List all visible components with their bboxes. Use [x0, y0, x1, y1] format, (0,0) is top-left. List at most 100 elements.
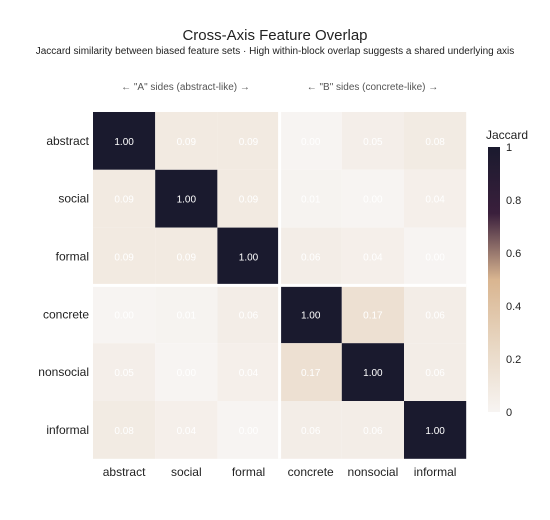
heatmap-cell	[93, 227, 156, 286]
heatmap-cell	[93, 343, 156, 401]
cell-value-label: 0.06	[239, 310, 259, 321]
cell-value-label: 0.04	[239, 368, 259, 379]
cell-value-label: 1.00	[363, 368, 383, 379]
heatmap-cell	[341, 401, 404, 459]
column-label: abstract	[103, 465, 146, 479]
cell-value-label: 0.09	[177, 137, 197, 148]
row-labels: abstract social formal concrete nonsocial inf…	[38, 134, 89, 437]
cell-value-label: 0.06	[301, 426, 321, 437]
colorbar-title: Jaccard	[486, 128, 528, 142]
heatmap-cell	[279, 227, 342, 286]
column-label: informal	[414, 465, 457, 479]
heatmap-cell	[404, 285, 467, 344]
cell-value-label: 0.04	[425, 195, 445, 206]
cell-value-label: 1.00	[425, 426, 445, 437]
heatmap-cell	[404, 401, 467, 459]
heatmap-cell	[341, 285, 404, 344]
heatmap-cell	[217, 112, 280, 170]
colorbar: Jaccard 0 0.2 0.4 0.6 0.8 1	[486, 128, 528, 419]
cell-value-label: 1.00	[177, 195, 197, 206]
cell-value-label: 0.09	[114, 253, 134, 264]
block-separators	[93, 112, 467, 459]
heatmap-cell	[217, 343, 280, 401]
colorbar-tick-label: 0.2	[506, 354, 521, 366]
row-label: concrete	[43, 307, 89, 321]
cell-value-label: 0.08	[425, 137, 445, 148]
cell-value-label: 0.05	[363, 137, 383, 148]
heatmap-cell	[279, 169, 342, 228]
group-label-a: ← "A" sides (abstract-like) →	[121, 82, 250, 93]
heatmap-cell	[279, 112, 342, 170]
row-label: abstract	[46, 134, 89, 148]
heatmap-cell	[155, 401, 218, 459]
heatmap-cell	[404, 112, 467, 170]
cell-value-label: 0.00	[177, 368, 197, 379]
colorbar-tick-label: 1	[506, 142, 512, 154]
heatmap-cell	[93, 169, 156, 228]
cell-value-label: 0.05	[114, 368, 134, 379]
cell-value-label: 0.09	[114, 195, 134, 206]
column-labels: abstract social formal concrete nonsocial inf…	[103, 465, 457, 479]
cell-value-label: 0.09	[239, 137, 259, 148]
cell-value-label: 0.09	[239, 195, 259, 206]
cell-value-label: 0.01	[177, 310, 197, 321]
cell-value-label: 1.00	[114, 137, 134, 148]
colorbar-tick-label: 0.6	[506, 248, 521, 260]
colorbar-tick-label: 0	[506, 407, 512, 419]
heatmap-cell	[93, 401, 156, 459]
row-label: informal	[46, 423, 89, 437]
heatmap-cell	[404, 227, 467, 286]
cell-value-label: 0.00	[301, 137, 321, 148]
heatmap-cell	[279, 343, 342, 401]
row-label: nonsocial	[38, 365, 89, 379]
cell-value-label: 0.17	[301, 368, 321, 379]
heatmap-cell	[341, 343, 404, 401]
heatmap-cell	[217, 401, 280, 459]
column-label: nonsocial	[348, 465, 399, 479]
chart-subtitle: Jaccard similarity between biased featur…	[35, 46, 515, 57]
heatmap-cell	[404, 343, 467, 401]
heatmap-cell	[155, 169, 218, 228]
cell-value-label: 0.06	[425, 368, 445, 379]
column-label: formal	[232, 465, 265, 479]
colorbar-gradient	[488, 147, 500, 412]
row-label: social	[58, 192, 89, 206]
cell-value-label: 0.06	[301, 253, 321, 264]
heatmap-cells: 1.00 0.09 0.09 0.00 0.05 0.08 0.09 1.00 0.09 0.01…	[93, 112, 467, 459]
heatmap-cell	[217, 227, 280, 286]
cell-value-label: 0.00	[363, 195, 383, 206]
cell-value-label: 0.04	[177, 426, 197, 437]
cell-value-label: 0.09	[177, 253, 197, 264]
heatmap-cell	[279, 285, 342, 344]
colorbar-tick-label: 0.4	[506, 301, 521, 313]
heatmap-cell	[341, 112, 404, 170]
cell-value-label: 0.08	[114, 426, 134, 437]
cell-value-label: 0.00	[114, 310, 134, 321]
heatmap-cell	[341, 169, 404, 228]
chart-title: Cross-Axis Feature Overlap	[182, 27, 368, 44]
cell-value-label: 0.00	[425, 253, 445, 264]
row-label: formal	[56, 250, 89, 264]
heatmap-cell	[93, 285, 156, 344]
heatmap-cell	[217, 285, 280, 344]
heatmap-cell	[279, 401, 342, 459]
colorbar-tick-label: 0.8	[506, 195, 521, 207]
heatmap-cell	[217, 169, 280, 228]
heatmap-cell	[155, 343, 218, 401]
cell-value-label: 0.06	[425, 310, 445, 321]
group-label-b: ← "B" sides (concrete-like) →	[306, 82, 439, 93]
cell-value-label: 0.00	[239, 426, 259, 437]
heatmap-cell	[93, 112, 156, 170]
cell-value-label: 1.00	[301, 310, 321, 321]
cell-value-label: 0.01	[301, 195, 321, 206]
cell-value-label: 1.00	[239, 253, 259, 264]
heatmap-cell	[155, 112, 218, 170]
heatmap-cell	[155, 285, 218, 344]
cell-value-label: 0.06	[363, 426, 383, 437]
heatmap-cell	[155, 227, 218, 286]
column-label: social	[171, 465, 202, 479]
cell-value-label: 0.17	[363, 310, 383, 321]
cell-value-label: 0.04	[363, 253, 383, 264]
heatmap-cell	[404, 169, 467, 228]
